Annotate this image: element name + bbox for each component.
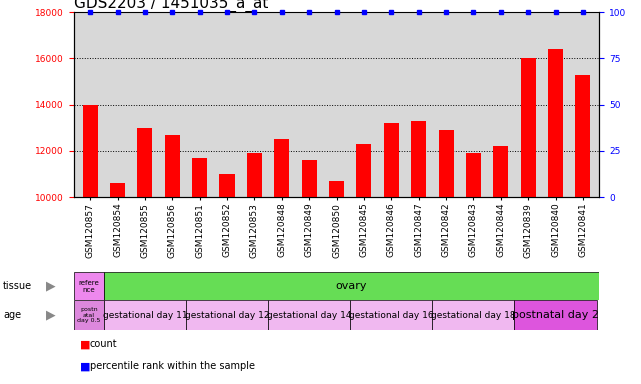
Bar — [548, 49, 563, 384]
Text: refere
nce: refere nce — [78, 280, 99, 293]
Bar — [302, 160, 317, 384]
Text: tissue: tissue — [3, 281, 32, 291]
Text: age: age — [3, 310, 21, 320]
Bar — [104, 300, 186, 330]
Bar — [515, 300, 597, 330]
Bar — [494, 146, 508, 384]
Bar — [466, 153, 481, 384]
Text: ■: ■ — [80, 361, 90, 371]
Bar — [432, 300, 515, 330]
Text: gestational day 14: gestational day 14 — [267, 311, 351, 319]
Bar — [192, 158, 207, 384]
Text: percentile rank within the sample: percentile rank within the sample — [90, 361, 254, 371]
Text: count: count — [90, 339, 117, 349]
Text: gestational day 16: gestational day 16 — [349, 311, 433, 319]
Text: ovary: ovary — [336, 281, 367, 291]
Bar — [356, 144, 371, 384]
Bar — [576, 74, 590, 384]
Text: gestational day 12: gestational day 12 — [185, 311, 269, 319]
Text: ■: ■ — [80, 339, 90, 349]
Bar — [74, 272, 104, 300]
Text: GDS2203 / 1451035_a_at: GDS2203 / 1451035_a_at — [74, 0, 268, 12]
Bar — [110, 183, 125, 384]
Text: postnatal day 2: postnatal day 2 — [512, 310, 599, 320]
Text: gestational day 18: gestational day 18 — [431, 311, 516, 319]
Bar — [219, 174, 235, 384]
Bar — [384, 123, 399, 384]
Text: gestational day 11: gestational day 11 — [103, 311, 187, 319]
Bar — [350, 300, 432, 330]
Bar — [268, 300, 350, 330]
Bar — [165, 135, 179, 384]
Text: postn
atal
day 0.5: postn atal day 0.5 — [77, 307, 101, 323]
Bar — [274, 139, 289, 384]
Bar — [186, 300, 268, 330]
Bar — [438, 130, 454, 384]
Text: ▶: ▶ — [46, 309, 56, 322]
Text: ▶: ▶ — [46, 280, 56, 293]
Bar — [329, 181, 344, 384]
Bar — [247, 153, 262, 384]
Bar — [137, 128, 153, 384]
Bar — [83, 105, 97, 384]
Bar — [74, 300, 104, 330]
Bar — [411, 121, 426, 384]
Bar — [520, 58, 536, 384]
